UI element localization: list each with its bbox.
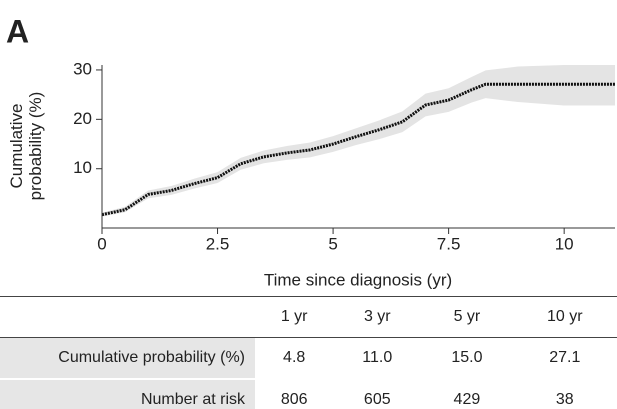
panel-label: A — [6, 13, 29, 49]
curve — [101, 82, 615, 217]
y-axis-label: Cumulative probability (%) — [7, 91, 45, 201]
confidence-band — [102, 65, 615, 217]
table-cell: 11.0 — [362, 349, 393, 366]
row-label: Cumulative probability (%) — [0, 337, 255, 379]
x-tick-label: 0 — [97, 234, 106, 253]
header-row: 1 yr 3 yr 5 yr 10 yr — [0, 296, 617, 338]
x-tick-label: 7.5 — [437, 234, 461, 253]
table-cell: 15.0 — [451, 349, 483, 366]
header-cell: 5 yr — [453, 308, 481, 325]
x-tick-label: 10 — [555, 234, 574, 253]
y-tick-label: 20 — [73, 109, 92, 128]
table-row: Number at risk 806 605 429 38 — [0, 379, 617, 409]
risk-table: 1 yr 3 yr 5 yr 10 yr Cumulative probability… — [0, 296, 617, 409]
x-tick-label: 5 — [328, 234, 337, 253]
header-cell: 3 yr — [363, 308, 391, 325]
y-tick-label: 10 — [73, 158, 92, 177]
table-row: Cumulative probability (%) 4.8 11.0 15.0 27.… — [0, 337, 617, 379]
header-cell — [0, 297, 255, 338]
table-cell: 806 — [280, 391, 308, 408]
header-cell: 1 yr — [280, 308, 308, 325]
header-cell: 10 yr — [547, 308, 583, 325]
chart: A Time since diagnosis (yr) 10 20 30 0 2.5 5 7… — [6, 13, 615, 289]
table-cell: 429 — [453, 391, 481, 408]
table-cell: 27.1 — [549, 349, 581, 366]
table-cell: 38 — [555, 391, 574, 408]
table-cell: 4.8 — [283, 349, 306, 366]
y-tick-label: 30 — [73, 59, 92, 78]
table-cell: 605 — [363, 391, 391, 408]
x-axis-label: Time since diagnosis (yr) — [264, 270, 452, 289]
x-tick-label: 2.5 — [206, 234, 230, 253]
row-label: Number at risk — [0, 379, 255, 409]
